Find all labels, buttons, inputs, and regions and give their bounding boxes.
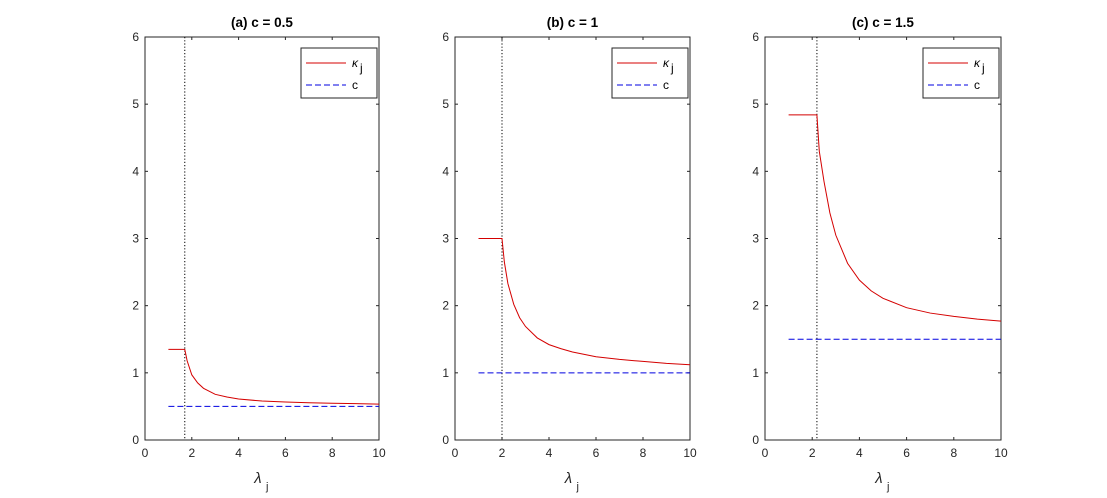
legend-label: c (663, 78, 669, 92)
y-tick-label: 5 (132, 97, 139, 111)
y-tick-label: 1 (752, 366, 759, 380)
y-tick-label: 2 (132, 299, 139, 313)
legend-label-subscript: j (359, 61, 363, 75)
x-tick-label: 0 (142, 446, 149, 460)
x-tick-label: 0 (762, 446, 769, 460)
x-tick-label: 0 (452, 446, 459, 460)
legend-label: c (974, 78, 980, 92)
x-tick-label: 4 (856, 446, 863, 460)
axes-box (764, 36, 1002, 441)
y-tick-label: 6 (132, 30, 139, 44)
legend-label-subscript: j (670, 61, 674, 75)
x-tick-label: 6 (282, 446, 289, 460)
axes-box (144, 36, 380, 441)
x-tick-label: 8 (950, 446, 957, 460)
x-axis-label: λ (253, 470, 261, 487)
panel-title: (b) c = 1 (547, 15, 599, 30)
y-tick-label: 6 (752, 30, 759, 44)
legend-label: κ (974, 56, 981, 70)
x-tick-label: 2 (499, 446, 506, 460)
legend-box (611, 47, 689, 99)
y-tick-label: 5 (442, 97, 449, 111)
x-tick-label: 2 (188, 446, 195, 460)
x-axis-label-subscript: j (265, 481, 268, 493)
y-tick-label: 4 (752, 164, 759, 178)
legend: κ jc (611, 47, 689, 99)
y-tick-label: 0 (442, 433, 449, 447)
y-tick-label: 5 (752, 97, 759, 111)
y-tick-label: 2 (752, 299, 759, 313)
x-axis-label-subscript: j (576, 481, 579, 493)
kappa-series-line (788, 114, 1002, 322)
legend-label: κ (663, 56, 670, 70)
x-tick-label: 8 (329, 446, 336, 460)
x-axis-label: λ (874, 470, 882, 487)
x-axis-label-subscript: j (886, 481, 889, 493)
x-tick-label: 6 (593, 446, 600, 460)
x-tick-label: 4 (235, 446, 242, 460)
panel-title: (a) c = 0.5 (231, 15, 293, 30)
x-tick-label: 10 (372, 446, 386, 460)
kappa-series-line (478, 238, 691, 366)
y-tick-label: 0 (132, 433, 139, 447)
x-tick-label: 8 (640, 446, 647, 460)
x-tick-label: 2 (809, 446, 816, 460)
y-tick-label: 2 (442, 299, 449, 313)
x-axis-label: λ (564, 470, 572, 487)
legend-box (300, 47, 378, 99)
legend: κ jc (922, 47, 1000, 99)
x-tick-label: 10 (994, 446, 1008, 460)
y-tick-label: 1 (442, 366, 449, 380)
y-tick-label: 1 (132, 366, 139, 380)
y-tick-label: 4 (442, 164, 449, 178)
legend-label-subscript: j (981, 61, 985, 75)
kappa-series-line (168, 348, 380, 405)
x-tick-label: 6 (903, 446, 910, 460)
x-tick-label: 10 (683, 446, 697, 460)
x-tick-label: 4 (546, 446, 553, 460)
legend-box (922, 47, 1000, 99)
y-tick-label: 3 (132, 232, 139, 246)
y-tick-label: 3 (442, 232, 449, 246)
y-tick-label: 0 (752, 433, 759, 447)
y-tick-label: 4 (132, 164, 139, 178)
y-tick-label: 3 (752, 232, 759, 246)
legend-label: κ (352, 56, 359, 70)
legend: κ jc (300, 47, 378, 99)
panel-title: (c) c = 1.5 (852, 15, 914, 30)
legend-label: c (352, 78, 358, 92)
y-tick-label: 6 (442, 30, 449, 44)
